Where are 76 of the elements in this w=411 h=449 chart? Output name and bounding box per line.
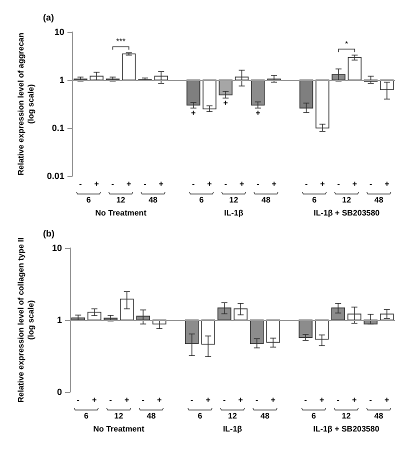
data-label: ***: [116, 37, 126, 46]
text: 12: [342, 412, 352, 420]
y-tick-label: 1: [59, 75, 64, 85]
x-tick-label: -: [223, 396, 226, 404]
x-tick-label: -: [76, 396, 80, 404]
text: 6: [199, 196, 204, 204]
x-tick-label: +: [272, 180, 277, 188]
x-tick-label: -: [111, 180, 114, 188]
text: No Treatment: [95, 208, 147, 218]
text: 12: [116, 196, 126, 204]
x-tick-label: -: [337, 180, 340, 188]
y-tick-label: 0: [56, 387, 62, 397]
x-tick-label: -: [142, 396, 145, 404]
x-tick-label: +: [124, 396, 130, 404]
text: 6: [198, 412, 203, 420]
x-tick-label: -: [256, 180, 260, 188]
data-label: *: [345, 40, 348, 49]
x-tick-label: +: [94, 180, 100, 188]
y-tick-label: 1: [56, 315, 62, 325]
y-axis-title: Relative expression level of collagen type II (log scale): [16, 238, 36, 402]
chart-title: (b): [43, 228, 54, 238]
text: 48: [374, 196, 384, 204]
text: 48: [262, 196, 271, 204]
x-tick-label: -: [190, 396, 194, 404]
x-tick-label: -: [369, 396, 372, 404]
text: 12: [114, 412, 124, 420]
x-tick-label: -: [304, 180, 308, 188]
text: 48: [148, 196, 158, 204]
x-tick-label: +: [158, 180, 164, 188]
y-tick-label: 0.01: [46, 171, 64, 181]
text: 6: [312, 412, 317, 420]
x-tick-label: +: [238, 396, 244, 404]
x-tick-label: -: [304, 396, 308, 404]
text: 12: [342, 196, 352, 204]
data-label: +: [256, 108, 261, 118]
x-tick-label: -: [144, 180, 147, 188]
x-tick-label: -: [224, 180, 228, 188]
x-tick-label: +: [384, 180, 390, 188]
x-tick-label: -: [256, 396, 259, 404]
x-tick-label: -: [369, 180, 372, 188]
text: IL-1β + SB203580: [313, 424, 380, 434]
x-tick-label: +: [352, 396, 358, 404]
text: IL-1β: [222, 424, 242, 434]
text: 6: [84, 412, 90, 420]
x-tick-label: +: [207, 180, 212, 188]
text: 12: [228, 412, 238, 420]
text: 6: [312, 196, 318, 204]
text: IL-1β + SB203580: [314, 208, 380, 218]
y-tick-label: 10: [52, 243, 62, 253]
text: 6: [86, 196, 92, 204]
text: IL-1β: [224, 208, 244, 218]
x-tick-label: +: [320, 180, 326, 188]
x-tick-label: -: [79, 180, 82, 188]
data-label: +: [223, 98, 228, 108]
x-tick-label: -: [192, 180, 196, 188]
data-label: +: [191, 108, 196, 118]
text: 48: [260, 412, 270, 420]
x-tick-label: +: [92, 396, 98, 404]
x-tick-label: -: [109, 396, 112, 404]
x-tick-label: +: [206, 396, 211, 404]
x-tick-label: +: [384, 396, 390, 404]
text: 48: [374, 412, 384, 420]
text: No Treatment: [93, 424, 145, 434]
x-tick-label: +: [157, 396, 162, 404]
y-tick-label: 10: [54, 27, 64, 37]
y-axis-title: Relative expression level of aggrecan (log scale): [16, 32, 36, 176]
text: 48: [146, 412, 156, 420]
x-tick-label: +: [270, 396, 276, 404]
text: 12: [229, 196, 239, 204]
chart-title: (a): [43, 12, 54, 22]
x-tick-label: +: [126, 180, 132, 188]
x-tick-label: -: [336, 396, 340, 404]
y-tick-label: 0.1: [52, 123, 64, 133]
x-tick-label: +: [352, 180, 358, 188]
x-tick-label: +: [239, 180, 244, 188]
x-tick-label: +: [320, 396, 325, 404]
